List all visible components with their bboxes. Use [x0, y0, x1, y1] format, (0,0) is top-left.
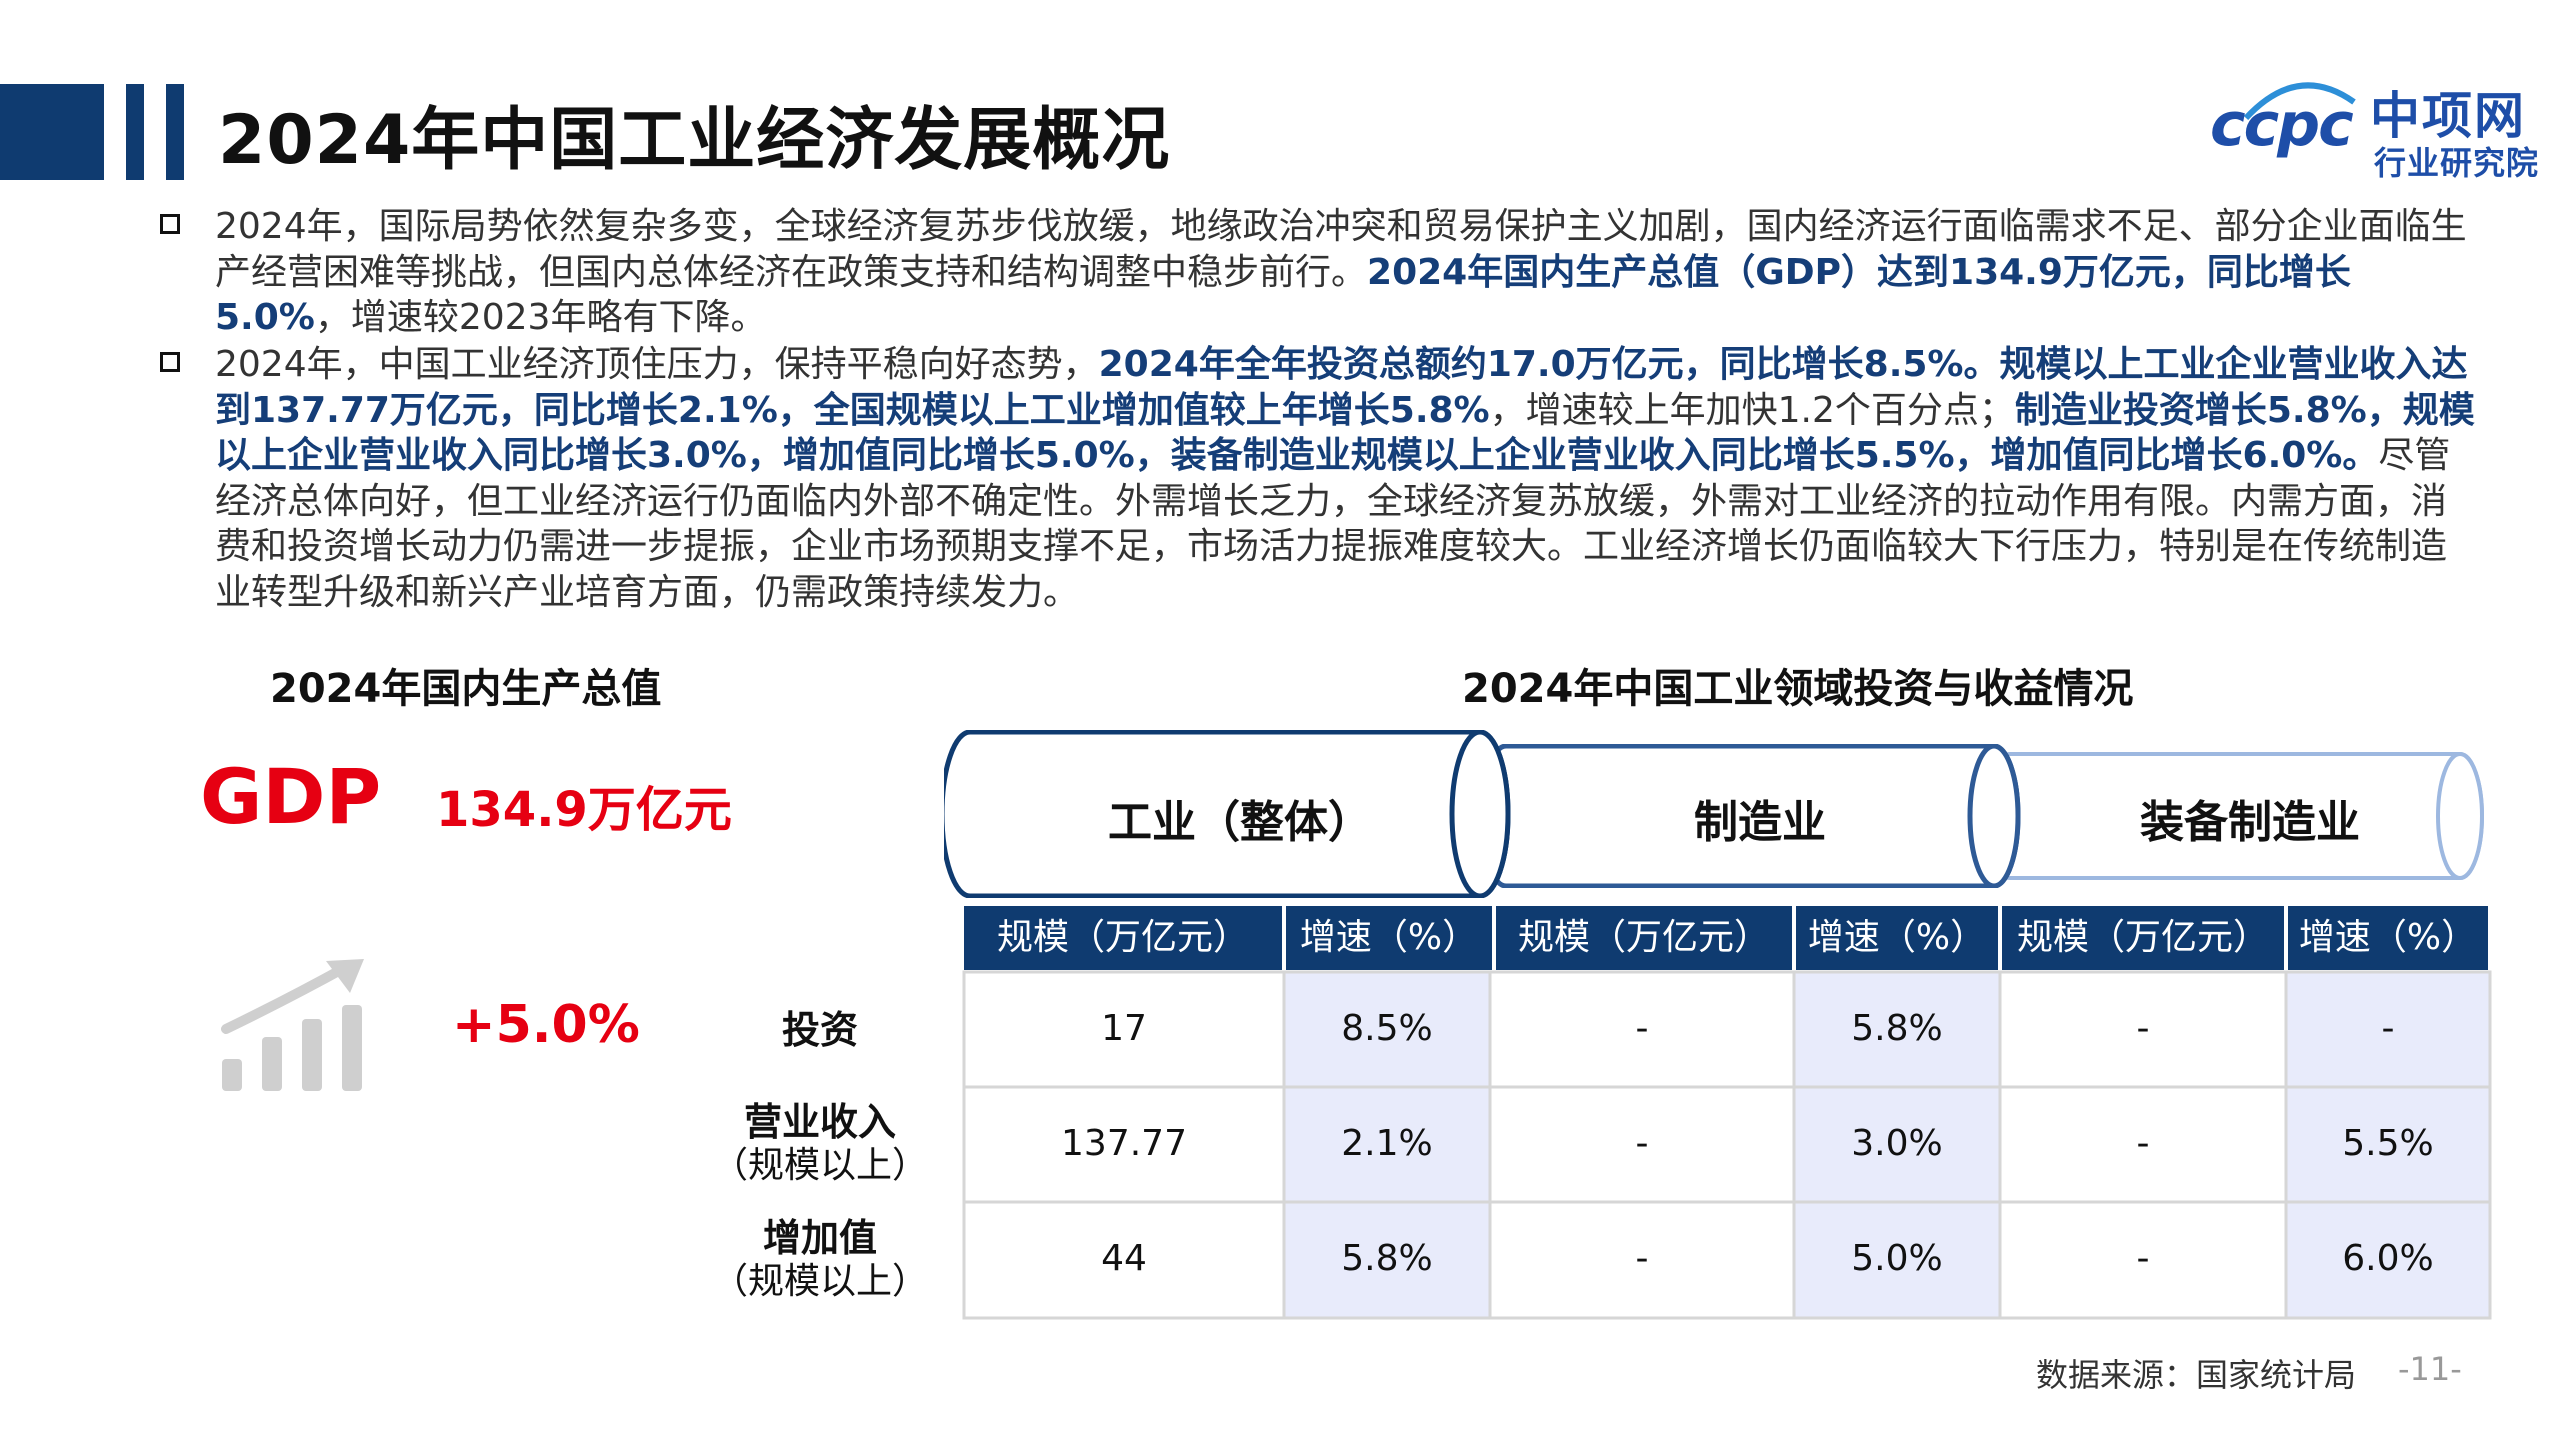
- cylinder-industry-overall: [944, 730, 1511, 898]
- table-cell: 5.0%: [1851, 1238, 1943, 1279]
- paragraph-highlight: 2024年国内生产总值（GDP）达到134.9万亿元，同比增长5.0%: [215, 251, 2351, 339]
- page-number: -11-: [2398, 1350, 2462, 1388]
- table-cell: -: [2136, 1123, 2150, 1164]
- table-cell: -: [2381, 1008, 2395, 1049]
- paragraph-text: ，增速较上年加快1.2个百分点；: [1489, 389, 2015, 431]
- table-cell: 8.5%: [1341, 1008, 1433, 1049]
- row-label-investment: 投资: [710, 1008, 930, 1052]
- growth-chart-icon: [221, 959, 364, 1091]
- bullet-marker-2: [160, 352, 180, 372]
- table-header-scale: 规模（万亿元）: [2002, 906, 2284, 970]
- bullet-paragraph-1: 2024年，国际局势依然复杂多变，全球经济复苏步伐放缓，地缘政治冲突和贸易保护主…: [215, 204, 2480, 341]
- bullet-paragraph-2: 2024年，中国工业经济顶住压力，保持平稳向好态势，2024年全年投资总额约17…: [215, 342, 2480, 615]
- logo-mark: ccpc: [2210, 90, 2354, 160]
- gdp-label: GDP: [200, 752, 382, 841]
- header-stripe-2: [166, 84, 184, 180]
- gdp-section-title: 2024年国内生产总值: [270, 666, 662, 712]
- table-header-growth: 增速（%）: [1796, 906, 1998, 970]
- header-band: [0, 84, 104, 180]
- logo-name: 中项网: [2370, 87, 2526, 145]
- logo-subtitle: 行业研究院: [2374, 144, 2540, 182]
- logo: ccpc 中项网 行业研究院: [2210, 72, 2540, 182]
- bullet-marker-1: [160, 214, 180, 234]
- gdp-value: 134.9万亿元: [436, 782, 732, 838]
- table-cell: -: [1635, 1008, 1649, 1049]
- row-label-value-added: 增加值 （规模以上）: [710, 1216, 930, 1304]
- gdp-growth-value: +5.0%: [452, 995, 640, 1055]
- row-label-revenue: 营业收入 （规模以上）: [710, 1100, 930, 1188]
- paragraph-text: 尽管经济总体向好，但工业经济运行仍面临内外部不确定性。外需增长乏力，全球经济复苏…: [215, 435, 2451, 613]
- table-cell: 5.8%: [1851, 1008, 1943, 1049]
- table-cell: 5.8%: [1341, 1238, 1433, 1279]
- table-cell: 3.0%: [1851, 1123, 1943, 1164]
- paragraph-highlight: 2024年全年投资总额约17.0万亿元，同比增长8.5%。规模以上工业企业营业收…: [215, 344, 2468, 431]
- table-cell: 6.0%: [2342, 1238, 2434, 1279]
- table-header-scale: 规模（万亿元）: [964, 906, 1282, 970]
- page-title: 2024年中国工业经济发展概况: [218, 101, 1171, 180]
- table-cell: -: [2136, 1008, 2150, 1049]
- paragraph-text: 2024年，国际局势依然复杂多变，全球经济复苏步伐放缓，地缘政治冲突和贸易保护主…: [215, 206, 2467, 293]
- paragraph-text: 2024年，中国工业经济顶住压力，保持平稳向好态势，: [215, 344, 1099, 385]
- paragraph-text: ，增速较2023年略有下降。: [314, 297, 767, 338]
- row-label-main: 增加值: [762, 1216, 877, 1260]
- table-grid: [962, 970, 2492, 1320]
- data-source: 数据来源：国家统计局: [2036, 1356, 2357, 1394]
- paragraph-highlight: 制造业投资增长5.8%，规模以上企业营业收入同比增长3.0%，增加值同比增长5.…: [215, 389, 2475, 477]
- table-header-growth: 增速（%）: [1286, 906, 1492, 970]
- table-cell: -: [1635, 1238, 1649, 1279]
- table-cell: -: [1635, 1123, 1649, 1164]
- cylinder-manufacturing: [1484, 744, 2021, 888]
- group-label-equipment: 装备制造业: [2140, 797, 2360, 848]
- row-label-sub: （规模以上）: [711, 1145, 928, 1186]
- table-cell: 2.1%: [1341, 1123, 1433, 1164]
- table-cell: 5.5%: [2342, 1123, 2434, 1164]
- table-cell: -: [2136, 1238, 2150, 1279]
- cylinder-manufacturing-equip: [1990, 752, 2484, 880]
- table-cell: 44: [1101, 1238, 1147, 1279]
- group-label-manufacturing: 制造业: [1694, 797, 1826, 848]
- row-label-sub: （规模以上）: [711, 1261, 928, 1302]
- table-cell: 137.77: [1061, 1123, 1187, 1164]
- table-header-growth: 增速（%）: [2288, 906, 2488, 970]
- table-cell: 17: [1101, 1008, 1147, 1049]
- group-label-industry: 工业（整体）: [1108, 797, 1372, 848]
- header-stripe-1: [126, 84, 144, 180]
- logo-arc-icon: [2243, 82, 2356, 121]
- table-header-scale: 规模（万亿元）: [1496, 906, 1792, 970]
- table-section-title: 2024年中国工业领域投资与收益情况: [1462, 666, 2134, 712]
- row-label-main: 营业收入: [743, 1100, 896, 1144]
- row-label-main: 投资: [781, 1008, 858, 1052]
